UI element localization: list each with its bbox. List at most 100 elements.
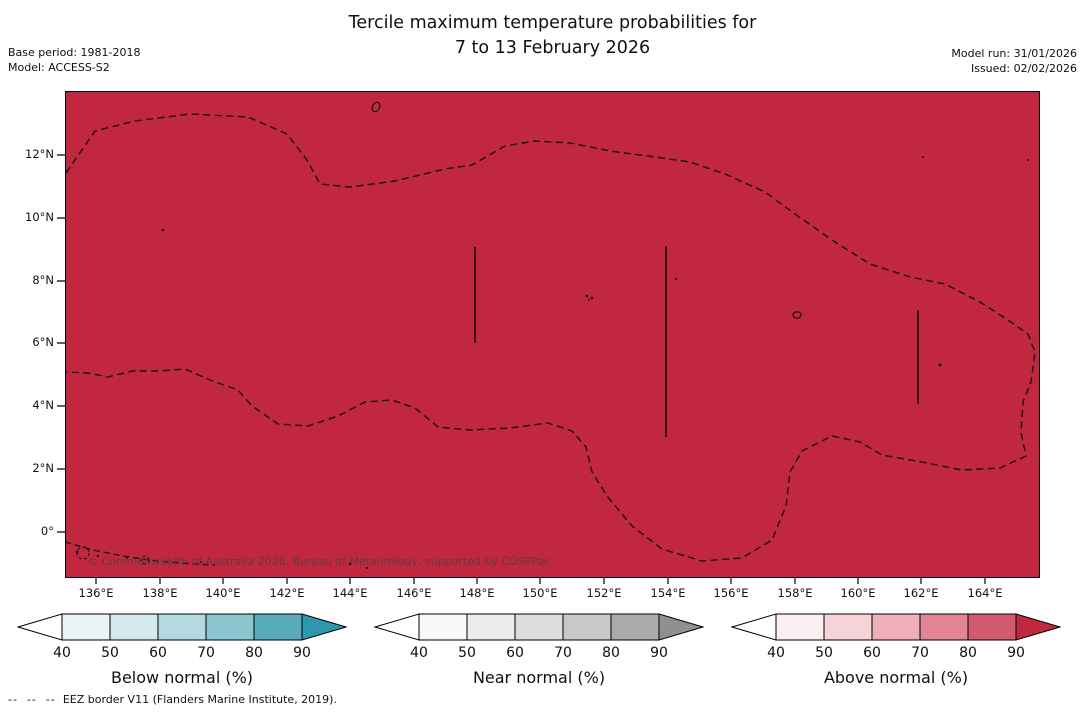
title-line-2: 7 to 13 February 2026 bbox=[454, 38, 651, 58]
colorbar-tick-label: 60 bbox=[863, 645, 881, 661]
colorbar-segment bbox=[562, 613, 612, 641]
island-dot bbox=[588, 299, 590, 301]
colorbar-tick-label: 40 bbox=[410, 645, 428, 661]
colorbar-right-arrow bbox=[658, 613, 705, 641]
map-watermark: © Commonwealth of Australia 2026, Bureau… bbox=[87, 555, 551, 568]
x-tick-label: 142°E bbox=[269, 586, 305, 600]
eez-dash-symbol: -- -- -- bbox=[8, 693, 56, 706]
island-dot bbox=[75, 550, 79, 554]
island-dot bbox=[200, 561, 202, 563]
colorbar-right-arrow bbox=[1015, 613, 1062, 641]
colorbar-tick-label: 80 bbox=[959, 645, 977, 661]
colorbar-title: Near normal (%) bbox=[472, 668, 606, 687]
colorbar-right-arrow bbox=[301, 613, 348, 641]
colorbar-tick-label: 90 bbox=[650, 645, 668, 661]
x-tick-label: 160°E bbox=[840, 586, 876, 600]
island-dot bbox=[348, 562, 352, 566]
colorbar-tick-label: 60 bbox=[506, 645, 524, 661]
colorbar-tick-label: 50 bbox=[101, 645, 119, 661]
colorbar-tick-label: 60 bbox=[149, 645, 167, 661]
eez-border-path-southwest bbox=[64, 541, 216, 566]
colorbar-segment bbox=[157, 613, 207, 641]
colorbar-tick-label: 80 bbox=[245, 645, 263, 661]
colorbar-segment bbox=[919, 613, 969, 641]
eez-border-path bbox=[65, 113, 1036, 562]
issued-text: Issued: 02/02/2026 bbox=[970, 62, 1077, 75]
eez-footnote: -- -- -- EEZ border V11 (Flanders Marine … bbox=[8, 693, 337, 706]
map-canvas: © Commonwealth of Australia 2026, Bureau… bbox=[64, 91, 1040, 578]
island-dot bbox=[96, 554, 100, 558]
x-tick-label: 136°E bbox=[78, 586, 114, 600]
figure-title: Tercile maximum temperature probabilitie… bbox=[65, 11, 1040, 61]
colorbar-segment bbox=[61, 613, 111, 641]
colorbar-near-svg bbox=[373, 613, 705, 641]
x-tick-label: 158°E bbox=[777, 586, 813, 600]
island-dot bbox=[674, 277, 678, 281]
x-axis-ticks bbox=[95, 578, 986, 584]
model-run-text: Model run: 31/01/2026 bbox=[951, 47, 1077, 60]
colorbar-segment bbox=[514, 613, 564, 641]
colorbar-left-arrow bbox=[730, 613, 777, 641]
colorbar-segment bbox=[775, 613, 825, 641]
colorbar-left-arrow bbox=[373, 613, 420, 641]
y-tick-label: 2°N bbox=[32, 461, 54, 475]
island-dot bbox=[590, 296, 594, 300]
y-tick-label: 8°N bbox=[32, 273, 54, 287]
y-tick-label: 10°N bbox=[25, 210, 54, 224]
colorbar-segment bbox=[823, 613, 873, 641]
colorbar-segment bbox=[871, 613, 921, 641]
island-dot bbox=[922, 156, 924, 158]
colorbar-tick-label: 40 bbox=[767, 645, 785, 661]
x-tick-label: 164°E bbox=[967, 586, 1003, 600]
title-line-1: Tercile maximum temperature probabilitie… bbox=[348, 13, 757, 33]
island-dot bbox=[161, 228, 165, 232]
island-outline bbox=[792, 311, 802, 319]
colorbar-tick-label: 80 bbox=[602, 645, 620, 661]
colorbar-near-normal: 40 50 60 70 80 90 Near normal (%) bbox=[373, 612, 705, 694]
x-tick-label: 152°E bbox=[586, 586, 622, 600]
colorbar-above-normal: 40 50 60 70 80 90 Above normal (%) bbox=[730, 612, 1062, 694]
colorbar-segment bbox=[466, 613, 516, 641]
island-dot bbox=[126, 557, 128, 559]
colorbar-above-svg bbox=[730, 613, 1062, 641]
island-dot bbox=[585, 294, 589, 298]
colorbar-segment bbox=[205, 613, 255, 641]
island-dot bbox=[366, 567, 368, 569]
y-tick-label: 4°N bbox=[32, 398, 54, 412]
colorbar-left-arrow bbox=[16, 613, 63, 641]
y-axis-ticks bbox=[57, 154, 65, 533]
map-fill bbox=[65, 91, 1040, 578]
colorbar-segment bbox=[109, 613, 159, 641]
colorbar-title: Above normal (%) bbox=[823, 668, 969, 687]
x-tick-label: 148°E bbox=[459, 586, 495, 600]
model-text: Model: ACCESS-S2 bbox=[8, 61, 110, 74]
colorbar-tick-label: 90 bbox=[293, 645, 311, 661]
y-tick-label: 12°N bbox=[25, 147, 54, 161]
x-tick-label: 154°E bbox=[650, 586, 686, 600]
colorbar-tick-label: 70 bbox=[554, 645, 572, 661]
meta-left: Base period: 1981-2018 Model: ACCESS-S2 bbox=[8, 45, 140, 75]
x-tick-label: 146°E bbox=[396, 586, 432, 600]
colorbar-segment bbox=[967, 613, 1017, 641]
meta-right: Model run: 31/01/2026 Issued: 02/02/2026 bbox=[951, 46, 1077, 76]
island-dot bbox=[938, 363, 942, 367]
colorbar-segment bbox=[610, 613, 660, 641]
colorbar-segment bbox=[418, 613, 468, 641]
x-tick-label: 162°E bbox=[903, 586, 939, 600]
x-tick-label: 156°E bbox=[713, 586, 749, 600]
eez-reef-ring bbox=[140, 555, 150, 565]
colorbar-tick-label: 50 bbox=[815, 645, 833, 661]
y-tick-label: 0° bbox=[40, 524, 54, 538]
island-dot bbox=[1027, 159, 1029, 161]
colorbar-tick-label: 40 bbox=[53, 645, 71, 661]
colorbar-segment bbox=[253, 613, 303, 641]
x-tick-label: 144°E bbox=[332, 586, 368, 600]
x-tick-label: 150°E bbox=[522, 586, 558, 600]
map-frame bbox=[65, 91, 1040, 578]
x-tick-label: 138°E bbox=[142, 586, 178, 600]
base-period-text: Base period: 1981-2018 bbox=[8, 46, 141, 59]
island-outline bbox=[371, 101, 381, 113]
colorbar-tick-label: 50 bbox=[458, 645, 476, 661]
x-tick-label: 140°E bbox=[205, 586, 241, 600]
colorbar-tick-label: 90 bbox=[1007, 645, 1025, 661]
